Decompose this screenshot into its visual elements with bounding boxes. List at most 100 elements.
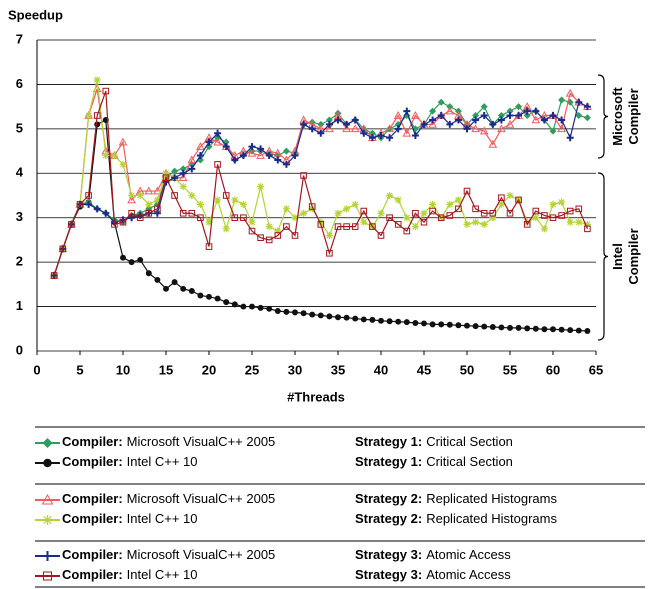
x-tick-label: 45 [417,362,431,377]
marker [541,212,548,219]
marker [472,323,479,330]
marker [283,308,290,315]
marker [532,214,540,222]
y-tick-label: 5 [16,120,23,135]
legend-compiler-name: Microsoft VisualC++ 2005 [127,434,276,449]
marker [291,214,299,222]
marker [282,147,290,155]
marker [257,234,264,242]
marker [429,107,437,115]
marker [274,232,282,239]
marker [524,325,531,332]
legend-strategy-label: Strategy 1: [355,454,422,469]
marker [463,187,471,195]
marker [393,110,403,119]
legend-compiler-label: Compiler: [62,434,123,449]
marker [505,119,515,128]
legend-strategy: Strategy 1: Critical Section [355,454,513,469]
legend-strategy-name: Atomic Access [426,567,511,582]
marker [94,121,101,128]
marker [247,148,257,157]
marker [171,279,178,286]
marker [197,292,204,299]
marker [248,218,256,226]
marker [119,218,127,226]
marker [583,220,591,228]
marker [248,143,256,151]
marker [454,196,462,204]
legend-compiler-name: Intel C++ 10 [127,511,198,526]
marker [334,116,342,124]
x-tick-label: 50 [460,362,474,377]
marker [472,205,479,213]
x-tick-label: 35 [331,362,345,377]
marker [351,116,359,124]
marker [506,112,514,120]
marker [412,209,419,217]
marker [326,249,333,257]
marker [231,156,239,164]
marker [137,256,144,263]
marker [479,126,489,135]
marker [497,124,506,133]
marker [411,223,419,231]
marker [179,183,187,191]
marker [93,205,101,213]
marker [43,458,52,468]
y-tick-label: 0 [16,342,23,357]
marker [128,259,135,266]
marker [266,305,273,312]
marker [274,308,281,314]
marker [188,209,196,217]
marker [412,320,419,326]
marker [549,112,557,120]
marker [187,155,197,164]
marker [395,318,402,325]
marker [205,218,213,226]
marker [85,200,93,208]
marker [567,327,574,334]
x-tick-label: 10 [116,362,130,377]
marker [498,324,505,331]
y-axis-label: Speedup [8,7,63,22]
marker [308,125,316,133]
marker [300,209,308,217]
series-line [53,88,588,276]
legend-compiler: Compiler: Intel C++ 10 [62,567,198,582]
legend-strategy: Strategy 2: Replicated Histograms [355,491,557,506]
marker [463,125,471,133]
marker [489,214,497,222]
marker [549,127,557,135]
marker [549,200,557,208]
marker [471,124,480,133]
marker [93,112,101,119]
marker [488,139,498,148]
marker [214,129,222,137]
marker [350,124,360,133]
marker [179,169,187,177]
bracket-label-line: Compiler [626,88,641,144]
marker [369,316,376,323]
y-tick-label: 4 [16,165,24,180]
marker [515,196,522,204]
marker [317,129,325,137]
marker [566,218,574,226]
marker [119,160,127,168]
marker [111,221,118,228]
marker [162,174,170,182]
marker [42,515,53,525]
marker [378,317,384,324]
legend-strategy-name: Replicated Histograms [426,511,557,526]
marker [437,98,445,106]
marker [214,161,221,168]
marker [343,205,351,213]
marker [386,318,393,325]
marker [274,156,282,164]
marker [334,209,342,217]
x-axis-label: #Threads [287,389,345,404]
marker [558,326,565,333]
marker [343,120,351,128]
marker [523,218,531,226]
marker [308,205,316,213]
marker [481,323,488,330]
